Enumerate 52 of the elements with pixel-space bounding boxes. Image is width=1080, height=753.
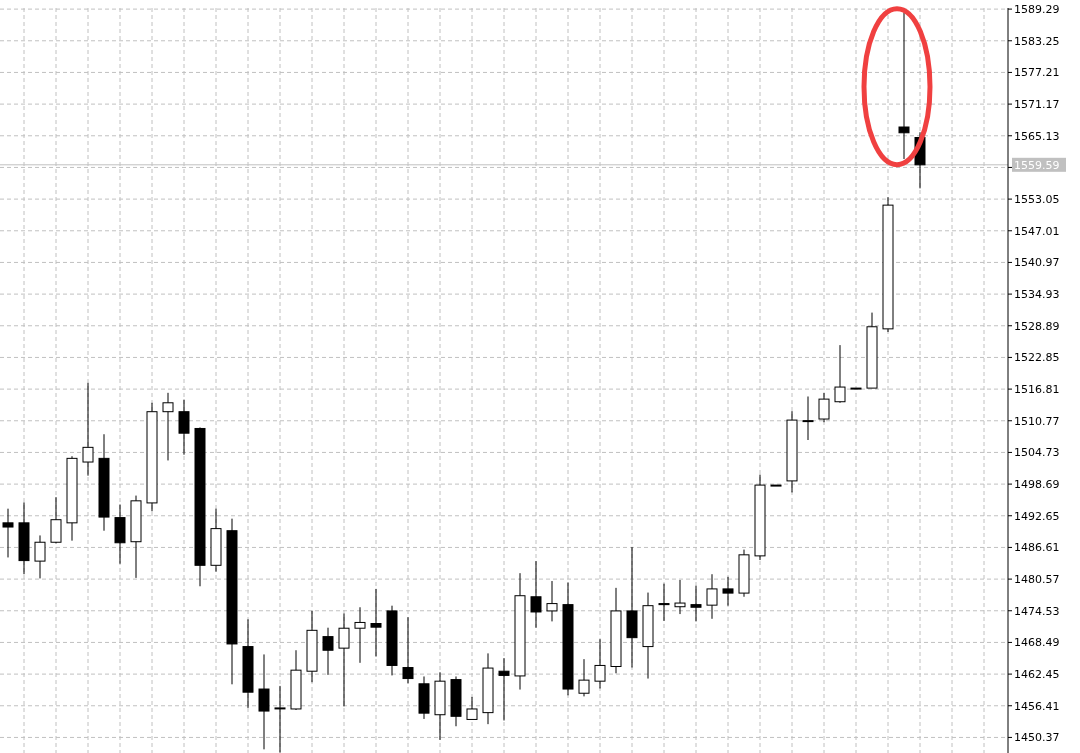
y-tick-label: 1534.93 <box>1014 287 1060 301</box>
candlestick <box>834 344 846 404</box>
candlestick <box>818 392 830 423</box>
y-tick-label: 1480.57 <box>1014 572 1060 586</box>
y-tick-label: 1462.45 <box>1014 667 1060 681</box>
candlestick <box>674 579 686 615</box>
y-tick-label: 1565.13 <box>1014 129 1060 143</box>
y-tick-label: 1577.21 <box>1014 66 1060 80</box>
y-tick-label: 1583.25 <box>1014 34 1060 48</box>
candlestick <box>578 658 590 697</box>
y-tick-label: 1547.01 <box>1014 224 1060 238</box>
candlestick <box>690 585 702 622</box>
y-tick-label: 1498.69 <box>1014 477 1060 491</box>
y-tick-label: 1504.73 <box>1014 446 1060 460</box>
candlestick <box>722 576 734 607</box>
candlestick <box>354 606 366 664</box>
y-tick-label: 1486.61 <box>1014 541 1060 555</box>
candlestick <box>322 627 334 676</box>
ref-line-label: 1559.59 <box>1014 158 1060 172</box>
candlestick <box>274 685 286 753</box>
candlestick <box>802 395 814 441</box>
candlestick <box>898 12 910 160</box>
candlestick <box>338 613 350 707</box>
y-tick-label: 1456.41 <box>1014 699 1060 713</box>
candlestick <box>178 399 190 456</box>
candlestick <box>370 588 382 658</box>
candlestick <box>402 616 414 684</box>
candlestick <box>50 496 62 544</box>
y-tick-label: 1540.97 <box>1014 256 1060 270</box>
candlestick <box>466 696 478 720</box>
candlestick <box>546 580 558 622</box>
candlestick <box>82 382 94 477</box>
y-tick-label: 1510.77 <box>1014 414 1060 428</box>
candlestick <box>594 638 606 690</box>
y-tick-label: 1492.65 <box>1014 509 1060 523</box>
candlestick <box>658 583 670 622</box>
y-tick-label: 1474.53 <box>1014 604 1060 618</box>
y-tick-label: 1528.89 <box>1014 319 1060 333</box>
candlestick <box>162 392 174 461</box>
candlestick <box>34 534 46 579</box>
candlestick <box>706 573 718 620</box>
y-tick-label: 1553.05 <box>1014 192 1060 206</box>
candlestick <box>530 560 542 629</box>
y-tick-label: 1468.49 <box>1014 636 1060 650</box>
y-tick-label: 1589.29 <box>1014 2 1060 16</box>
candlestick <box>258 653 270 750</box>
y-tick-label: 1516.81 <box>1014 382 1060 396</box>
y-tick-label: 1450.37 <box>1014 731 1060 745</box>
candlestick <box>2 508 14 558</box>
y-tick-label: 1571.17 <box>1014 97 1060 111</box>
candlestick <box>498 657 510 721</box>
y-tick-label: 1522.85 <box>1014 351 1060 365</box>
